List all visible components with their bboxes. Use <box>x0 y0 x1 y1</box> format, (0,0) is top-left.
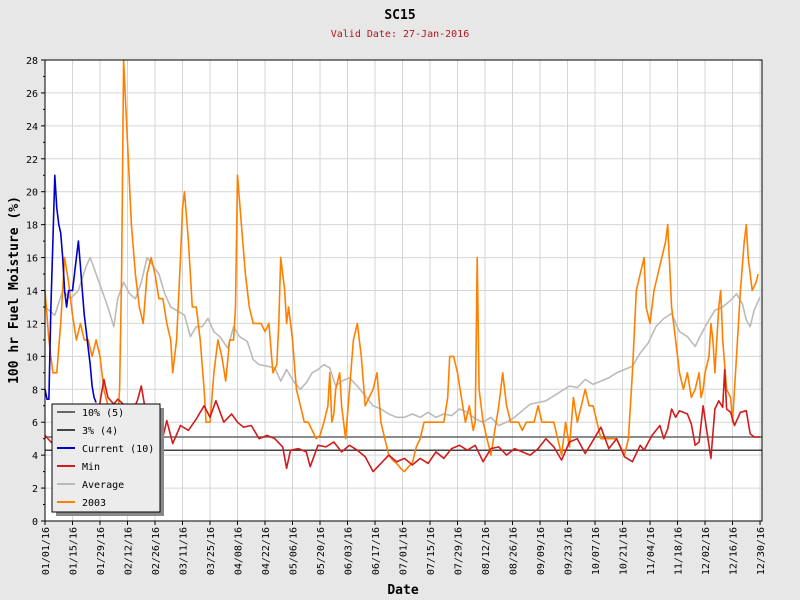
legend-label: Average <box>82 480 124 491</box>
legend: 10% (5) 3% (4) Current (10) Min Average 2003 <box>51 403 164 516</box>
y-tick-label: 24 <box>26 122 38 133</box>
x-tick-label: 02/12/16 <box>124 527 135 575</box>
y-tick-label: 6 <box>32 418 38 429</box>
y-tick-label: 8 <box>32 385 38 396</box>
x-tick-label: 05/20/16 <box>316 527 327 575</box>
y-tick-label: 4 <box>32 451 38 462</box>
series-line-current-10 <box>44 174 97 403</box>
x-tick-label: 12/30/16 <box>756 527 767 575</box>
y-axis-label: 100 hr Fuel Moisture (%) <box>7 196 22 384</box>
x-tick-label: 01/01/16 <box>41 527 52 575</box>
y-tick-label: 10 <box>26 352 38 363</box>
x-tick-label: 01/29/16 <box>96 527 107 575</box>
x-tick-label: 07/29/16 <box>454 527 465 575</box>
x-tick-label: 08/12/16 <box>481 527 492 575</box>
x-tick-label: 06/03/16 <box>344 527 355 575</box>
y-tick-label: 20 <box>26 188 38 199</box>
y-tick-label: 22 <box>26 155 38 166</box>
legend-label: Min <box>82 462 100 473</box>
y-tick-label: 16 <box>26 254 38 265</box>
y-tick-label: 14 <box>26 287 38 298</box>
legend-label: 10% (5) <box>82 408 124 419</box>
y-tick-label: 12 <box>26 319 38 330</box>
series-line-2003 <box>44 59 759 473</box>
x-tick-label: 12/02/16 <box>701 527 712 575</box>
x-tick-label: 12/16/16 <box>729 527 740 575</box>
x-tick-label: 10/21/16 <box>619 527 630 575</box>
legend-box <box>51 403 161 513</box>
x-tick-label: 08/26/16 <box>509 527 520 575</box>
chart-title: SC15 <box>384 8 415 23</box>
x-tick-label: 02/26/16 <box>151 527 162 575</box>
legend-label: Current (10) <box>82 444 154 455</box>
x-tick-label: 05/06/16 <box>289 527 300 575</box>
series-line-average <box>44 256 761 427</box>
x-tick-label: 04/08/16 <box>234 527 245 575</box>
x-tick-label: 07/15/16 <box>426 527 437 575</box>
chart-subtitle: Valid Date: 27-Jan-2016 <box>331 29 469 40</box>
x-tick-label: 03/25/16 <box>206 527 217 575</box>
threshold-lines <box>45 436 762 451</box>
x-tick-label: 04/22/16 <box>261 527 272 575</box>
x-tick-label: 07/01/16 <box>399 527 410 575</box>
x-tick-label: 10/07/16 <box>591 527 602 575</box>
y-tick-label: 0 <box>32 517 38 528</box>
x-tick-label: 01/15/16 <box>69 527 80 575</box>
y-tick-label: 28 <box>26 56 38 67</box>
x-tick-label: 11/04/16 <box>646 527 657 575</box>
x-tick-label: 03/11/16 <box>179 527 190 575</box>
x-tick-label: 11/18/16 <box>674 527 685 575</box>
legend-label: 3% (4) <box>82 426 118 437</box>
legend-label: 2003 <box>82 498 106 509</box>
y-tick-label: 2 <box>32 484 38 495</box>
y-tick-label: 26 <box>26 89 38 100</box>
x-tick-label: 06/17/16 <box>371 527 382 575</box>
x-tick-label: 09/09/16 <box>536 527 547 575</box>
y-tick-label: 18 <box>26 221 38 232</box>
x-tick-label: 09/23/16 <box>564 527 575 575</box>
x-axis-label: Date <box>387 583 418 598</box>
